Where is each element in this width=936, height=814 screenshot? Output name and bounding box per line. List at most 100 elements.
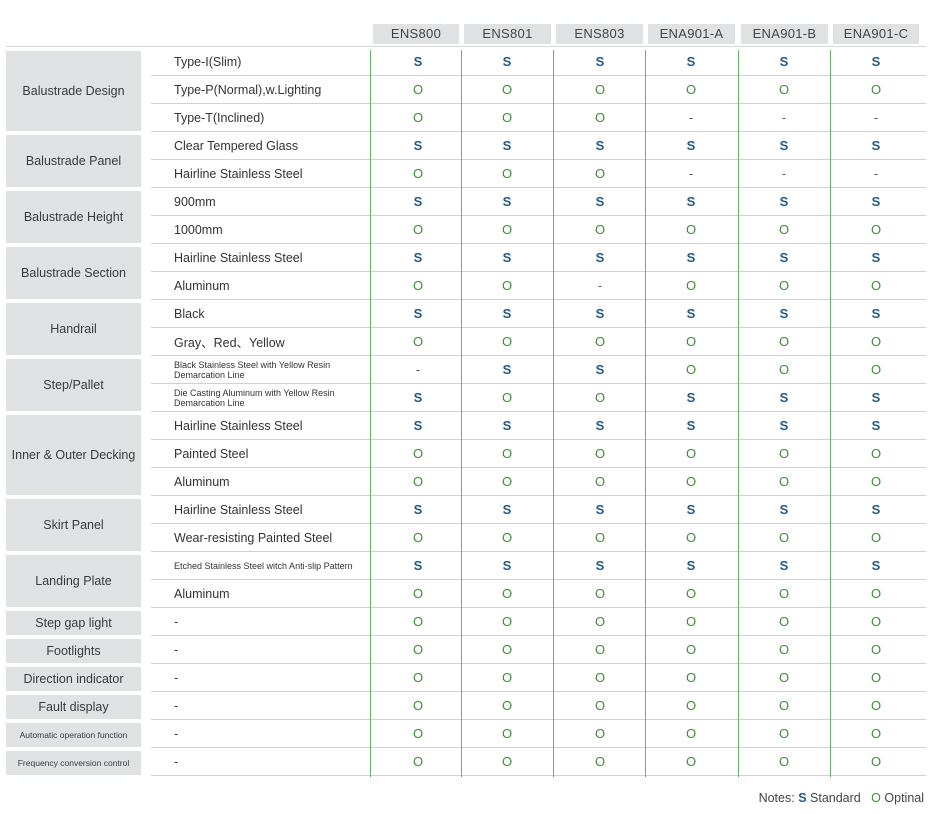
column-separator [461, 50, 462, 777]
option-label: Die Casting Aluminum with Yellow Resin D… [174, 387, 335, 408]
group-label: Handrail [6, 303, 141, 355]
cell-ens800: S [413, 250, 423, 265]
cell-ena901-c: S [871, 390, 881, 405]
row-rule [151, 187, 926, 188]
row-rule [151, 355, 926, 356]
cell-ens801: O [501, 222, 513, 237]
cell-ens800: O [412, 222, 424, 237]
cell-ens800: O [412, 754, 424, 769]
cell-ens800: S [413, 306, 423, 321]
option-label: Painted Steel [174, 446, 249, 461]
cell-ena901-a: S [686, 502, 696, 517]
group-label: Footlights [6, 639, 141, 663]
cell-ens800: O [412, 614, 424, 629]
cell-ena901-c: O [870, 82, 882, 97]
cell-ena901-c: S [871, 54, 881, 69]
model-header-ens803: ENS803 [556, 24, 643, 44]
cell-ens800: O [412, 642, 424, 657]
table-row: Aluminum O O O O O O [151, 468, 926, 496]
row-rule [151, 271, 926, 272]
cell-ena901-a: O [685, 334, 697, 349]
cell-ena901-c: O [870, 698, 882, 713]
cell-ens800: S [413, 558, 423, 573]
group-label: Frequency conversion control [6, 751, 141, 775]
standard-label: Standard [810, 791, 861, 805]
model-header-ena901-b: ENA901-B [741, 24, 828, 44]
row-rule [151, 467, 926, 468]
cell-ens803: O [594, 446, 606, 461]
cell-ens800: S [413, 390, 423, 405]
cell-ens800: O [412, 670, 424, 685]
cell-ena901-c: - [873, 110, 879, 125]
cell-ens800: O [412, 530, 424, 545]
group-label: Balustrade Design [6, 51, 141, 131]
option-label: - [174, 726, 179, 741]
cell-ena901-b: S [779, 54, 789, 69]
cell-ens801: O [501, 642, 513, 657]
table-row: Aluminum O O O O O O [151, 580, 926, 608]
row-rule [151, 439, 926, 440]
column-separator [370, 50, 371, 777]
cell-ena901-b: S [779, 502, 789, 517]
cell-ena901-b: O [778, 642, 790, 657]
row-rule [151, 299, 926, 300]
cell-ena901-b: O [778, 222, 790, 237]
cell-ena901-a: S [686, 390, 696, 405]
cell-ena901-c: S [871, 418, 881, 433]
column-separator [830, 50, 831, 777]
cell-ena901-c: O [870, 222, 882, 237]
cell-ena901-a: O [685, 754, 697, 769]
group-label: Balustrade Section [6, 247, 141, 299]
cell-ena901-a: S [686, 54, 696, 69]
table-row: Die Casting Aluminum with Yellow Resin D… [151, 384, 926, 412]
table-row: Etched Stainless Steel witch Anti-slip P… [151, 552, 926, 580]
option-label: - [174, 670, 179, 685]
cell-ena901-a: O [685, 474, 697, 489]
cell-ens801: S [502, 362, 512, 377]
row-rule [151, 775, 926, 776]
option-label: Aluminum [174, 278, 230, 293]
cell-ens803: S [595, 54, 605, 69]
option-label: Gray、Red、Yellow [174, 336, 285, 350]
row-rule [151, 747, 926, 748]
cell-ens800: O [412, 698, 424, 713]
cell-ena901-b: O [778, 614, 790, 629]
notes-prefix: Notes: [758, 791, 795, 805]
cell-ena901-a: S [686, 418, 696, 433]
cell-ens800: - [415, 362, 421, 377]
row-rule [151, 215, 926, 216]
row-rule [151, 131, 926, 132]
row-rule [151, 103, 926, 104]
cell-ens803: O [594, 642, 606, 657]
cell-ens800: O [412, 446, 424, 461]
cell-ena901-a: - [688, 110, 694, 125]
header-rule [6, 46, 926, 47]
cell-ena901-b: S [779, 138, 789, 153]
cell-ens803: S [595, 502, 605, 517]
cell-ens800: O [412, 278, 424, 293]
option-label: Aluminum [174, 586, 230, 601]
table-row: Hairline Stainless Steel S S S S S S [151, 412, 926, 440]
model-header-ena901-c: ENA901-C [833, 24, 919, 44]
cell-ens801: S [502, 194, 512, 209]
cell-ens801: O [501, 474, 513, 489]
cell-ena901-b: O [778, 278, 790, 293]
cell-ens803: O [594, 334, 606, 349]
cell-ens803: O [594, 474, 606, 489]
cell-ena901-b: S [779, 250, 789, 265]
row-rule [151, 691, 926, 692]
group-label: Inner & Outer Decking [6, 415, 141, 495]
cell-ena901-a: O [685, 222, 697, 237]
option-label: Aluminum [174, 474, 230, 489]
column-separator [738, 50, 739, 777]
group-label: Landing Plate [6, 555, 141, 607]
group-label: Fault display [6, 695, 141, 719]
cell-ena901-a: O [685, 642, 697, 657]
option-label: - [174, 614, 179, 629]
cell-ens801: O [501, 614, 513, 629]
cell-ena901-a: O [685, 586, 697, 601]
row-rule [151, 719, 926, 720]
cell-ena901-b: O [778, 82, 790, 97]
cell-ens800: O [412, 334, 424, 349]
